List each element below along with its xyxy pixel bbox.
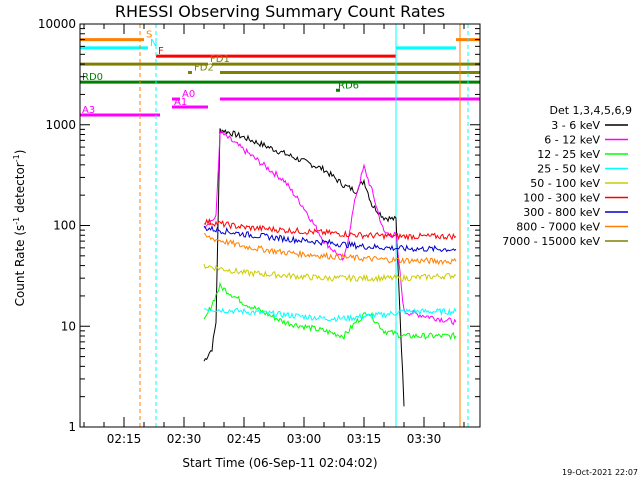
flag-label-flare: F: [158, 46, 164, 57]
flag-label-rd6: RD6: [338, 80, 359, 91]
x-tick-label: 03:00: [287, 432, 322, 446]
flag-label-a0: A0: [182, 89, 195, 100]
flag-label-rd0: RD0: [82, 72, 103, 83]
flag-label-fd2: FD2: [194, 63, 214, 74]
series-line-12-25-kev: [203, 281, 457, 341]
series-line-6-12-kev: [203, 129, 457, 326]
x-tick-label: 02:15: [107, 432, 142, 446]
series-lines: [203, 128, 457, 428]
flag-label-fd1: FD1: [210, 54, 230, 65]
legend-title: Det 1,3,4,5,6,9: [549, 104, 632, 117]
flag-label-a3: A3: [82, 105, 95, 116]
legend-label: 300 - 800 keV: [523, 206, 600, 219]
legend-label: 3 - 6 keV: [551, 119, 600, 132]
legend-label: 50 - 100 keV: [530, 177, 600, 190]
series-line-50-100-kev: [203, 263, 457, 283]
timestamp: 19-Oct-2021 22:07: [562, 468, 638, 477]
x-tick-label: 03:15: [347, 432, 382, 446]
y-tick-label: 1000: [45, 118, 76, 132]
series-line-3-6-kev: [203, 128, 405, 407]
y-tick-label: 10: [61, 319, 76, 333]
x-tick-label: 02:45: [227, 432, 262, 446]
legend-label: 800 - 7000 keV: [516, 221, 600, 234]
series-line-100-300-kev: [203, 217, 457, 242]
legend-label: 25 - 50 keV: [537, 163, 600, 176]
plot-frame: [79, 23, 481, 428]
legend-label: 12 - 25 keV: [537, 148, 600, 161]
flag-label-a1: A1: [174, 97, 187, 108]
x-axis: 02:15 02:30 02:45 03:00 03:15 03:30: [83, 24, 465, 446]
y-tick-label: 100: [53, 219, 76, 233]
x-tick-label: 02:30: [167, 432, 202, 446]
legend-label: 100 - 300 keV: [523, 192, 600, 205]
flag-label-saa: S: [146, 30, 152, 41]
y-axis-label: Count Rate (s-1 detector-1): [12, 150, 27, 307]
series-line-800-7000-kev: [203, 232, 457, 266]
y-tick-label: 1: [68, 420, 76, 434]
y-axis-label-sup1: -1: [12, 217, 21, 225]
vertical-markers: [79, 24, 469, 427]
legend-label: 7000 - 15000 keV: [502, 235, 600, 248]
x-axis-label: Start Time (06-Sep-11 02:04:02): [182, 456, 377, 470]
y-axis-label-main: Count Rate (s: [13, 225, 27, 307]
x-tick-label: 03:30: [407, 432, 442, 446]
y-axis-label-sup2: -1: [12, 154, 21, 162]
y-axis-label-end: ): [13, 150, 27, 155]
series-line-300-800-kev: [203, 224, 457, 253]
y-axis: 1 10 100 1000 10000: [38, 17, 480, 434]
legend-label: 6 - 12 keV: [544, 134, 600, 147]
y-tick-label: 10000: [38, 17, 76, 31]
flag-label-night: N: [150, 38, 157, 49]
chart-title: RHESSI Observing Summary Count Rates: [115, 2, 445, 21]
series-line-25-50-kev: [203, 307, 457, 323]
y-axis-label-mid: detector: [13, 162, 27, 217]
